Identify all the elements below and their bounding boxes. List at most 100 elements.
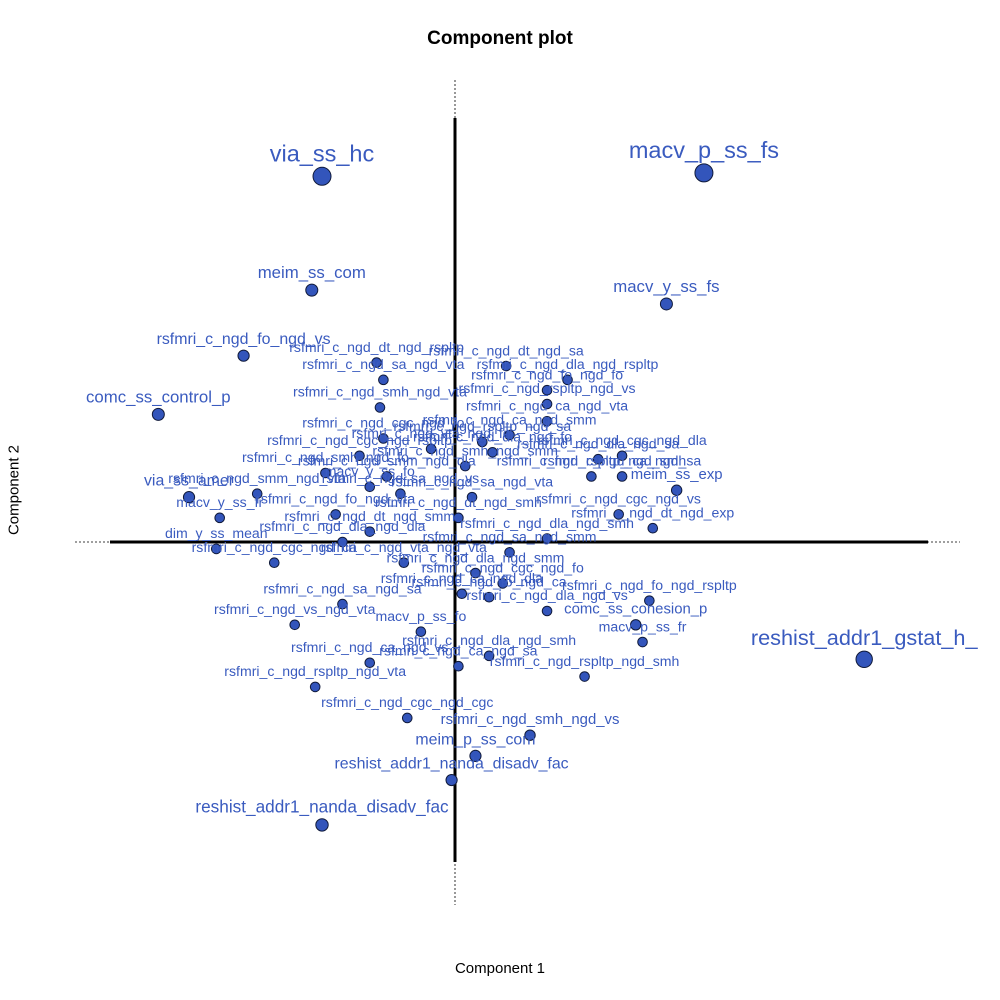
point-marker — [670, 484, 683, 496]
point-label: via_ss_amer — [144, 473, 235, 490]
point-marker — [562, 374, 573, 386]
point-marker — [364, 526, 376, 537]
point-label: comc_ss_control_p — [86, 387, 231, 406]
point-marker — [616, 450, 628, 462]
point-label: rsfmri_c_ngd_sa_ngd_sa — [263, 580, 421, 596]
point-marker — [637, 636, 648, 648]
point-marker — [337, 536, 348, 548]
point-marker — [541, 533, 553, 544]
point-label: rsfmri_c_ngd_cgc_ngd_cgc — [321, 694, 493, 710]
point-label: dim_y_ss_mean — [165, 525, 268, 541]
point-marker — [354, 450, 365, 462]
point-label: rsfmri_c_ngd_cgc_ngd_fo — [302, 415, 464, 431]
point-label: rsfmri_c_ngd_fo_ngd_ca — [412, 573, 567, 589]
point-marker — [309, 681, 321, 693]
point-label: rsfmri_c_ngd_ca_ngd_vs — [291, 639, 448, 655]
point-marker — [476, 436, 488, 448]
point-label: rsfmri_c_ngd_cgc_ngd_fo — [422, 560, 584, 576]
point-label: comc_ss_cohesion_p — [564, 602, 707, 618]
point-marker — [524, 729, 536, 741]
point-label: rsfmri_c_ngd_vs_ngd_vta — [214, 601, 376, 617]
point-label: rsfmri_c_ngd_dt_ngd_exp — [571, 504, 734, 520]
point-marker — [483, 650, 495, 662]
point-label: rsfmri_c_ngd_dla_ngd_vs — [466, 587, 627, 603]
point-label: macv_p_ss_fo — [375, 608, 466, 624]
point-label: macv_y_ss_fs — [613, 277, 719, 296]
point-marker — [378, 374, 389, 386]
point-marker — [469, 749, 482, 763]
point-label: rsfmri_c_ngd_fo_ngd_fo — [471, 366, 623, 382]
point-label: rsfmri_c_ngd_dla_ngd_sa — [517, 435, 679, 451]
point-marker — [579, 671, 590, 682]
point-marker — [694, 163, 714, 183]
point-label: meim_p_ss_com — [415, 731, 535, 748]
point-label: rsfmri_c_ngd_ca_ngd_smm — [423, 411, 597, 427]
point-marker — [289, 619, 301, 631]
point-label: rsfmri_c_ngd_cgc_ngd_rspltp — [267, 432, 452, 448]
point-marker — [211, 543, 222, 555]
point-label: rsfmri_c_ngd_ca_ngd_dla — [381, 570, 543, 586]
point-marker — [151, 407, 165, 421]
point-label: rsfmri_c_ngd_rspltp_ngd_vs — [459, 380, 636, 396]
point-label: rsfmri_c_ngd_sa_ngd_smm — [423, 529, 597, 545]
x-axis-label: Component 1 — [454, 960, 546, 977]
point-marker — [320, 467, 331, 479]
point-marker — [312, 166, 332, 186]
point-marker — [504, 547, 515, 558]
point-label: rsfmri_c_ngd_smm_ngd_dla — [298, 453, 476, 469]
point-label: rsfmri_c_ngd_vta_ngd_vta — [321, 539, 487, 555]
point-label: rsfmri_c_ngd_dt_ngd_rspltp — [289, 339, 464, 355]
point-marker — [315, 818, 329, 832]
point-marker — [541, 415, 553, 427]
point-label: rsfmri_c_ngd_dla_ngd_rspltp — [477, 356, 659, 372]
point-label: rsfmri_c_ngd_rspltp_ngd_smh — [490, 653, 680, 669]
point-label: rsfmri_c_ngd_dt_ngd_smh — [375, 494, 542, 510]
point-label: macv_y_ss_fo — [325, 463, 415, 479]
point-marker — [364, 481, 376, 493]
point-label: reshist_addr1_gstat_h_ — [751, 625, 979, 650]
point-label: macv_p_ss_fs — [629, 137, 779, 163]
point-marker — [401, 712, 413, 724]
point-label: reshist_addr1_nanda_disadv_fac — [195, 797, 449, 817]
point-label: rsfmri_c_ngd_ca_ngd_vta — [466, 397, 628, 413]
point-marker — [305, 283, 319, 297]
point-marker — [487, 447, 498, 458]
point-label: rsfmri_c_ngd_rspltp_ngd_smh — [497, 453, 687, 469]
point-marker — [466, 491, 478, 503]
point-label: rsfmri_c_ngd_sa_ngd_vta — [391, 473, 553, 489]
point-label: rsfmri_c_ngd_dla_ngd_fo — [413, 429, 572, 445]
point-label: rsfmri_c_ngd_cgc_ngd_dla — [537, 432, 706, 448]
point-label: rsfmri_c_ngd_sa_ngd_vs — [322, 470, 479, 486]
point-marker — [541, 384, 553, 396]
point-marker — [644, 595, 655, 606]
point-marker — [337, 598, 348, 610]
point-label: macv_y_ss_fr — [176, 494, 263, 510]
point-marker — [504, 429, 515, 441]
point-marker — [251, 488, 263, 500]
point-marker — [647, 522, 659, 534]
point-label: rsfmri_c_ngd_smh_ngd_vta — [293, 384, 467, 400]
chart-title: Component plot — [427, 28, 573, 49]
point-label: rsfmri_c_ngd_fo_ngd_rspltp — [562, 577, 737, 593]
point-label: meim_ss_com — [258, 263, 366, 282]
point-marker — [330, 509, 341, 520]
point-label: rsfmri_c_ngd_smh_ngd_smm — [372, 442, 558, 458]
point-label: rsfmri_c_ngd_smm_ngd_vta — [168, 470, 346, 486]
point-marker — [855, 650, 873, 668]
point-marker — [374, 402, 386, 413]
point-marker — [371, 357, 382, 368]
point-label: rsfmri_c_ngd_fo_ngd_vs — [157, 331, 331, 348]
point-marker — [483, 591, 495, 603]
point-label: macv_p_ss_fr — [599, 618, 687, 634]
point-label: rsfmri_c_ngd_vta_ngd_fo — [352, 425, 511, 441]
y-axis-label: Component 2 — [5, 444, 23, 536]
point-marker — [381, 471, 393, 482]
point-marker — [497, 578, 509, 589]
point-label: rsfmri_c_ngd_cgc_ngd_ca — [192, 539, 357, 555]
point-marker — [592, 453, 604, 465]
point-marker — [459, 460, 471, 472]
point-label: rsfmri_c_ngd_dla_ngd_smh — [460, 515, 634, 531]
point-marker — [182, 491, 196, 504]
